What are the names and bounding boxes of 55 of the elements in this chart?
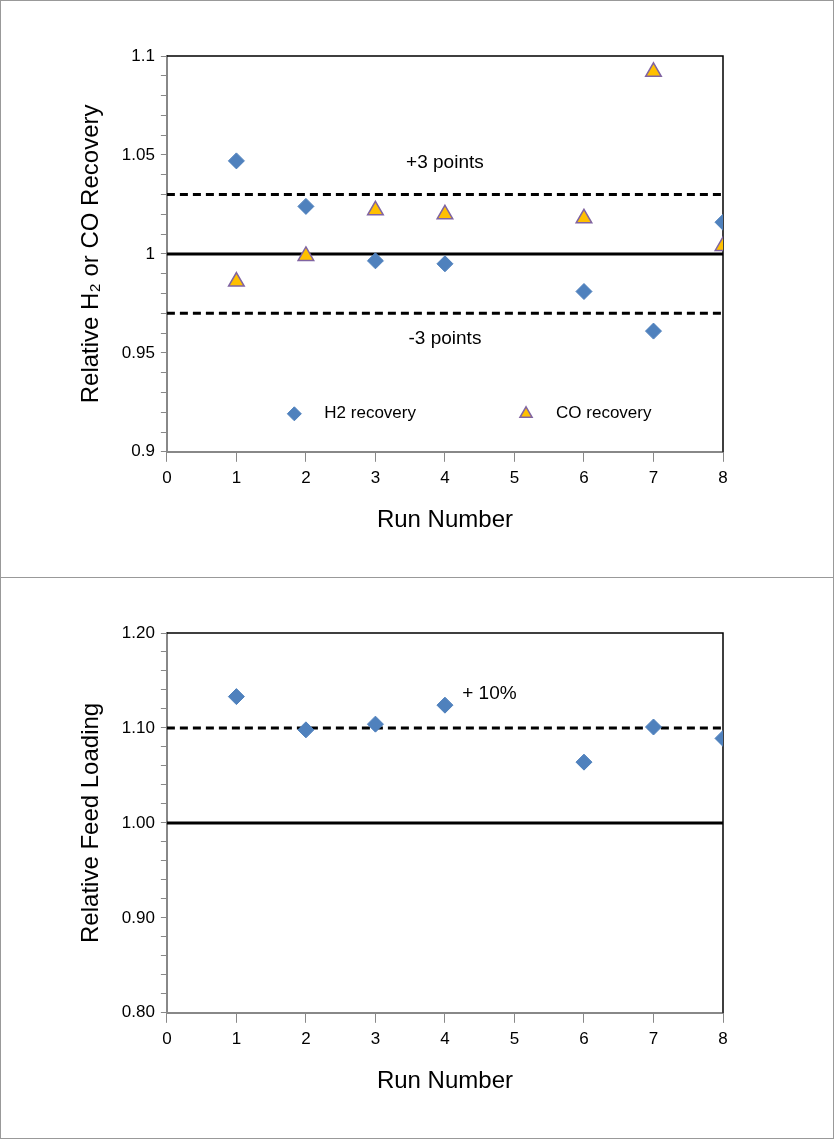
point	[575, 753, 593, 771]
x-tick-label: 0	[162, 1028, 172, 1048]
x-tick-label: 8	[718, 467, 728, 487]
x-tick-label: 6	[579, 1028, 589, 1048]
x-tick-label: 7	[648, 467, 659, 487]
legend-label: CO recovery	[556, 403, 652, 423]
point	[297, 197, 315, 215]
annotation: + 10%	[462, 682, 517, 703]
x-axis-title: Run Number	[376, 505, 513, 533]
x-tick-label: 4	[440, 467, 450, 487]
x-tick-label: 1	[231, 467, 242, 487]
point	[297, 246, 315, 262]
y-axis-title: Relative H₂ or CO Recovery	[76, 104, 104, 404]
y-tick-label: 0.90	[121, 907, 155, 927]
x-tick-label: 1	[231, 1028, 242, 1048]
point	[436, 255, 454, 273]
point	[575, 283, 593, 300]
ref-line-label: +3 points	[406, 151, 484, 173]
y-tick-label: 1.05	[121, 144, 155, 164]
y-tick-label: 0.9	[131, 441, 155, 461]
point	[575, 208, 593, 224]
x-tick-label: 7	[648, 1028, 659, 1048]
y-tick-label: 1.1	[131, 45, 155, 65]
point	[297, 721, 315, 739]
point	[227, 688, 245, 706]
y-tick-label: 0.95	[121, 342, 155, 362]
x-tick-label: 4	[440, 1028, 450, 1048]
point	[436, 204, 454, 220]
x-tick-label: 2	[301, 467, 311, 487]
x-tick-label: 5	[509, 1028, 520, 1048]
y-tick-label: 1	[145, 243, 155, 263]
x-tick-label: 2	[301, 1028, 311, 1048]
point	[227, 271, 245, 287]
y-tick-label: 0.80	[121, 1002, 155, 1022]
y-tick-label: 1.00	[121, 812, 155, 832]
point	[644, 718, 662, 736]
x-tick-label: 3	[370, 1028, 381, 1048]
y-tick-label: 1.10	[121, 717, 155, 737]
point	[644, 62, 663, 78]
y-axis-title: Relative Feed Loading	[76, 702, 104, 943]
point	[644, 322, 662, 340]
ref-line-label: -3 points	[408, 327, 482, 348]
x-tick-label: 0	[162, 467, 172, 487]
x-tick-label: 8	[718, 1028, 728, 1048]
point	[436, 696, 454, 714]
legend-label: H2 recovery	[324, 403, 417, 423]
x-tick-label: 6	[579, 467, 589, 487]
x-axis-title: Run Number	[376, 1066, 513, 1094]
x-tick-label: 5	[509, 467, 520, 487]
point	[227, 152, 245, 170]
x-tick-label: 3	[370, 467, 381, 487]
point	[366, 200, 384, 216]
point	[366, 252, 384, 270]
point	[366, 715, 384, 733]
y-tick-label: 1.20	[121, 622, 155, 642]
